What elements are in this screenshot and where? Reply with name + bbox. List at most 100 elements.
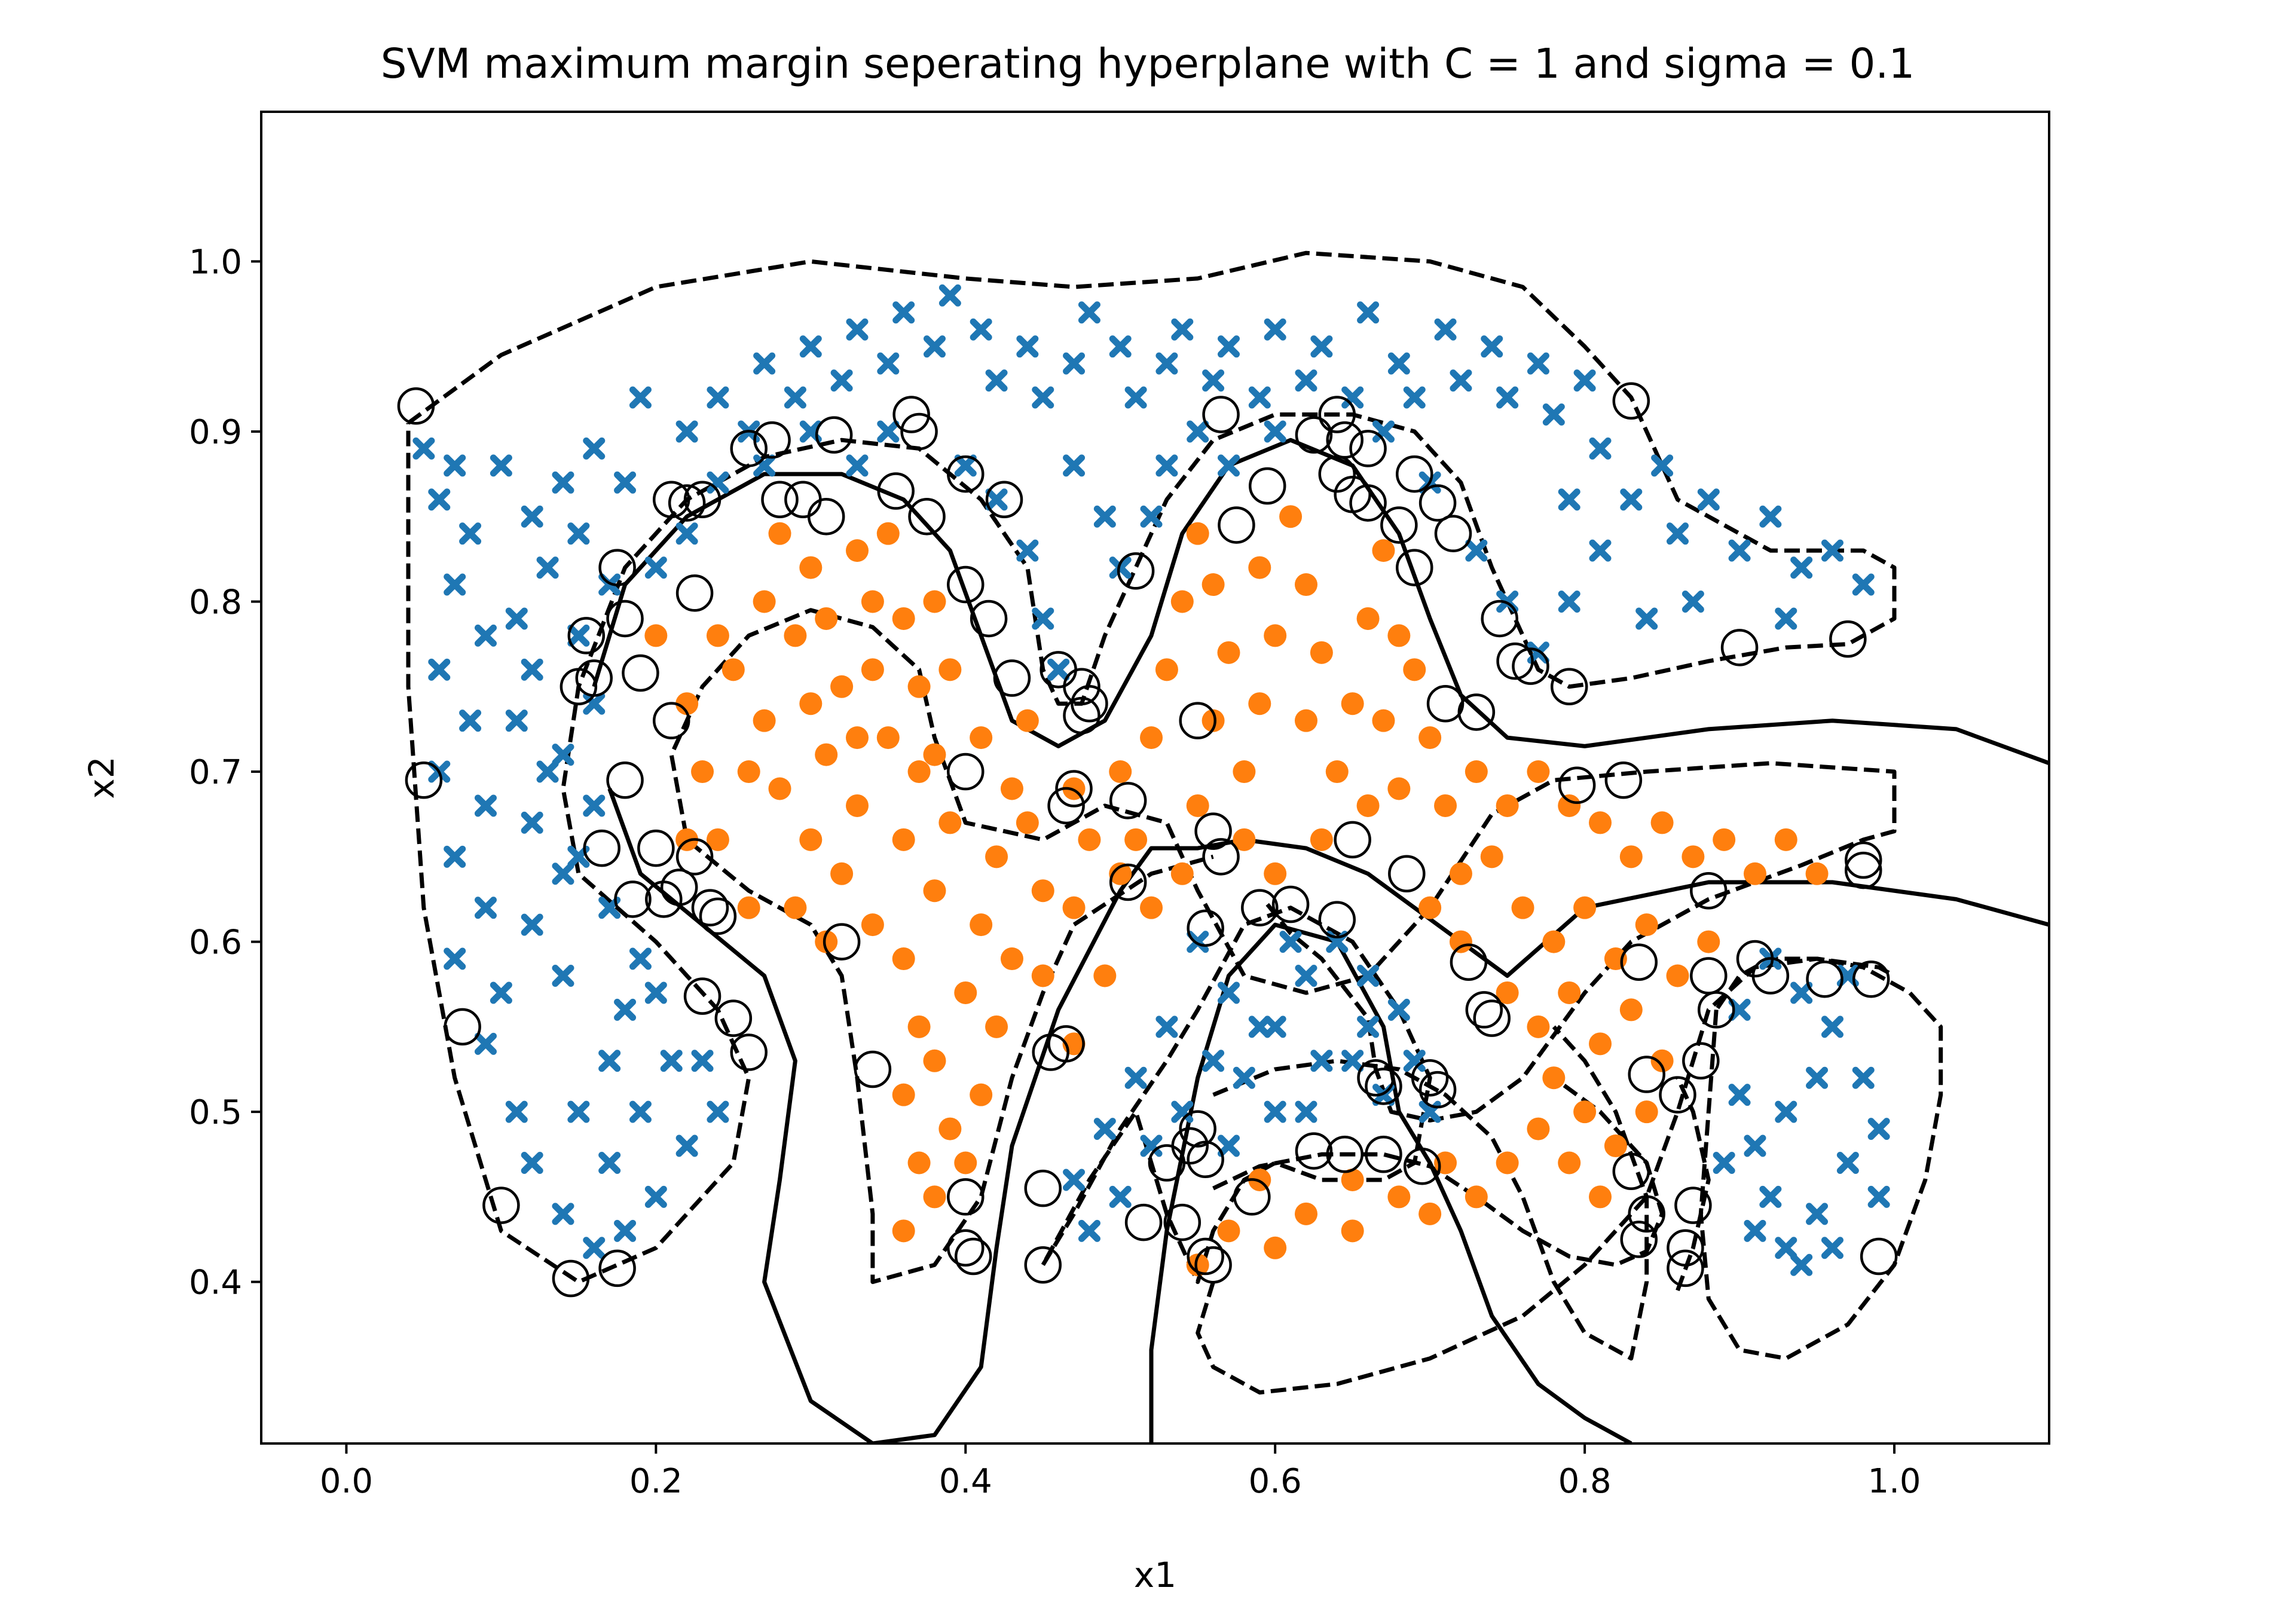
point-class-neg-115: [1063, 454, 1086, 477]
point-class-neg-39: [567, 522, 590, 545]
support-vector-105: [1450, 943, 1488, 981]
point-class-pos-24: [861, 913, 884, 937]
support-vector-107: [1465, 991, 1503, 1029]
support-vector-95: [1380, 506, 1418, 544]
point-class-neg-143: [1063, 1169, 1086, 1191]
point-class-neg-105: [1821, 539, 1843, 562]
point-class-neg-30: [505, 709, 528, 732]
point-class-neg-123: [1372, 420, 1395, 443]
support-vector-136: [1852, 960, 1890, 998]
point-class-neg-67: [970, 318, 992, 341]
decision-boundary-3: [1149, 922, 1632, 1443]
point-class-neg-146: [1155, 1016, 1178, 1038]
point-class-pos-130: [815, 930, 838, 953]
support-vector-46: [954, 1237, 992, 1276]
point-class-pos-9: [784, 624, 807, 647]
point-class-neg-63: [877, 352, 900, 375]
point-class-pos-61: [1170, 590, 1194, 613]
point-class-pos-4: [737, 896, 760, 919]
point-class-neg-81: [1295, 369, 1317, 392]
point-class-neg-125: [1465, 539, 1488, 562]
point-class-pos-22: [846, 794, 869, 817]
point-class-pos-1: [675, 692, 699, 715]
point-class-neg-142: [1078, 1219, 1100, 1242]
support-vector-23: [683, 977, 721, 1015]
support-vector-37: [877, 472, 915, 510]
support-vector-33: [807, 497, 845, 536]
point-class-pos-10: [753, 709, 776, 732]
point-class-pos-20: [861, 658, 884, 681]
point-class-pos-36: [907, 1151, 931, 1175]
point-class-pos-96: [1480, 845, 1503, 868]
point-class-pos-16: [846, 539, 869, 562]
point-class-neg-131: [753, 454, 776, 477]
point-class-pos-82: [1387, 777, 1411, 800]
point-class-neg-98: [1620, 488, 1643, 511]
decision-boundary-1: [592, 438, 2049, 766]
support-vector-73: [1194, 812, 1232, 850]
support-vector-5: [598, 1249, 636, 1287]
point-class-neg-135: [1187, 931, 1209, 953]
point-class-pos-86: [1527, 760, 1550, 784]
support-vector-35: [823, 923, 861, 961]
support-vector-4: [552, 1259, 590, 1298]
support-vector-99: [1403, 1147, 1441, 1185]
point-class-neg-60: [799, 335, 822, 358]
point-class-pos-81: [1418, 726, 1442, 750]
point-class-pos-55: [1109, 760, 1132, 784]
support-vector-layer: [397, 382, 1898, 1298]
point-class-neg-128: [877, 420, 900, 443]
support-vector-82: [1295, 1132, 1333, 1170]
point-class-neg-58: [753, 352, 776, 375]
point-class-pos-6: [753, 590, 776, 613]
point-class-neg-92: [1542, 403, 1565, 426]
support-vector-15: [637, 829, 675, 867]
point-class-neg-136: [1218, 981, 1240, 1004]
x-tick-label-2: 0.4: [939, 1462, 992, 1501]
y-tick-label-3: 0.7: [189, 753, 242, 792]
point-class-neg-68: [985, 369, 1008, 392]
point-class-pos-147: [799, 692, 823, 715]
point-class-pos-122: [1294, 1202, 1317, 1225]
point-class-neg-177: [1821, 1237, 1843, 1259]
point-class-pos-50: [970, 1083, 993, 1106]
point-class-pos-141: [1449, 862, 1472, 885]
x-tick-label-0: 0.0: [320, 1462, 373, 1501]
point-class-pos-26: [907, 760, 931, 784]
point-class-neg-148: [1264, 1016, 1286, 1038]
point-class-neg-78: [1218, 335, 1240, 358]
point-class-neg-168: [1775, 1100, 1797, 1123]
point-class-pos-0: [644, 624, 668, 647]
point-class-pos-51: [954, 1151, 977, 1175]
margin-line-10: [1676, 1076, 1711, 1292]
support-vector-24: [683, 481, 721, 519]
point-class-pos-73: [1294, 709, 1317, 732]
point-class-neg-12: [444, 947, 466, 970]
point-class-neg-147: [1233, 1066, 1255, 1089]
point-class-neg-36: [552, 471, 574, 494]
point-class-neg-171: [1775, 1237, 1797, 1259]
point-class-neg-161: [1403, 1050, 1426, 1072]
point-class-neg-109: [1635, 607, 1658, 630]
support-vector-108: [1473, 999, 1511, 1037]
point-class-neg-141: [1109, 1185, 1132, 1208]
support-vector-51: [1024, 1246, 1062, 1284]
point-class-neg-138: [1202, 1050, 1225, 1072]
point-class-pos-94: [1774, 828, 1797, 851]
point-class-neg-175: [1852, 1066, 1875, 1089]
point-class-neg-82: [1310, 335, 1333, 358]
point-class-neg-154: [1357, 1016, 1380, 1038]
support-vector-45: [947, 1229, 985, 1267]
point-class-pos-114: [1589, 1185, 1612, 1209]
point-class-pos-21: [876, 726, 900, 750]
point-class-pos-27: [907, 675, 931, 698]
point-class-neg-11: [474, 897, 497, 919]
point-class-pos-138: [1264, 862, 1287, 885]
support-vector-26: [699, 897, 737, 935]
point-class-neg-96: [1589, 539, 1612, 562]
support-vector-121: [1659, 1076, 1696, 1114]
point-class-neg-102: [1728, 539, 1751, 562]
point-class-neg-52: [629, 1100, 652, 1123]
point-class-neg-134: [644, 556, 667, 579]
